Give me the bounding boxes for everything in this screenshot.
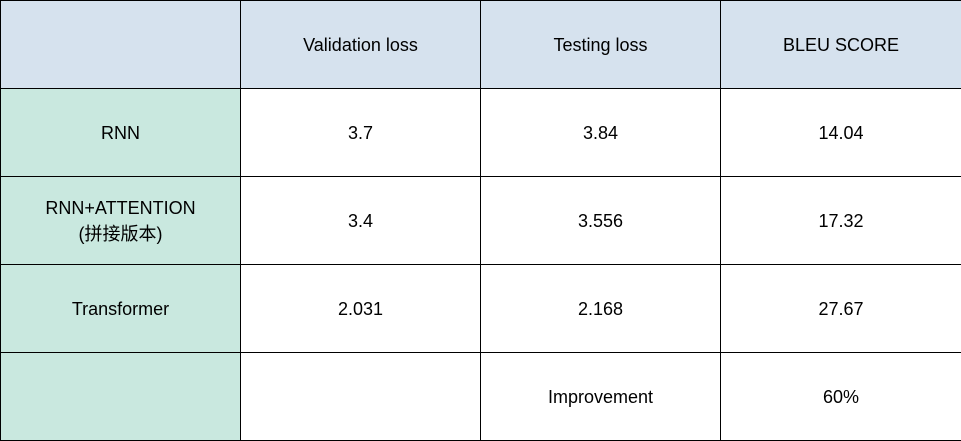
cell-transformer-validation-loss: 2.031 <box>241 265 481 353</box>
row-label-empty <box>1 353 241 441</box>
header-row: Validation loss Testing loss BLEU SCORE <box>1 1 961 89</box>
header-testing-loss: Testing loss <box>481 1 721 89</box>
table-row-rnn: RNN 3.7 3.84 14.04 <box>1 89 961 177</box>
row-label-rnn-attention: RNN+ATTENTION (拼接版本) <box>1 177 241 265</box>
row-label-line: RNN+ATTENTION <box>7 195 234 221</box>
cell-rnn-attention-validation-loss: 3.4 <box>241 177 481 265</box>
table-row-rnn-attention: RNN+ATTENTION (拼接版本) 3.4 3.556 17.32 <box>1 177 961 265</box>
row-label-subline: (拼接版本) <box>7 221 234 247</box>
header-bleu-score: BLEU SCORE <box>721 1 961 89</box>
row-label-line: RNN <box>7 120 234 146</box>
cell-rnn-attention-testing-loss: 3.556 <box>481 177 721 265</box>
cell-transformer-testing-loss: 2.168 <box>481 265 721 353</box>
cell-improvement-value: 60% <box>721 353 961 441</box>
row-label-transformer: Transformer <box>1 265 241 353</box>
cell-rnn-validation-loss: 3.7 <box>241 89 481 177</box>
cell-rnn-testing-loss: 3.84 <box>481 89 721 177</box>
table-row-improvement: Improvement 60% <box>1 353 961 441</box>
cell-empty <box>241 353 481 441</box>
header-corner-cell <box>1 1 241 89</box>
header-validation-loss: Validation loss <box>241 1 481 89</box>
cell-rnn-attention-bleu-score: 17.32 <box>721 177 961 265</box>
cell-improvement-label: Improvement <box>481 353 721 441</box>
row-label-line: Transformer <box>7 296 234 322</box>
cell-transformer-bleu-score: 27.67 <box>721 265 961 353</box>
cell-rnn-bleu-score: 14.04 <box>721 89 961 177</box>
table-row-transformer: Transformer 2.031 2.168 27.67 <box>1 265 961 353</box>
row-label-rnn: RNN <box>1 89 241 177</box>
